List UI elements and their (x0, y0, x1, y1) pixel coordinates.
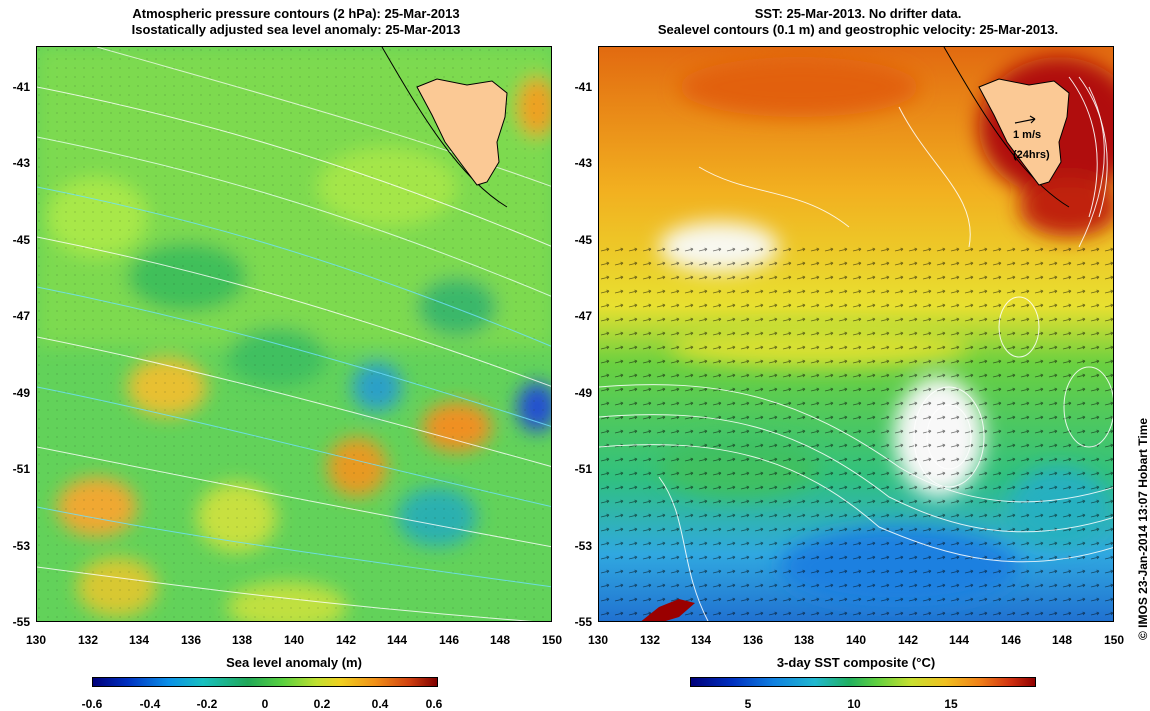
x-tick: 140 (845, 633, 867, 647)
x-tick: 150 (1103, 633, 1125, 647)
y-tick: -53 (574, 539, 592, 553)
colorbar-tick: 0.2 (313, 697, 331, 711)
x-tick: 130 (587, 633, 609, 647)
y-tick: -47 (574, 309, 592, 323)
x-tick: 138 (793, 633, 815, 647)
y-tick: -43 (12, 156, 30, 170)
tasmania-landmass (978, 78, 1070, 186)
colorbar-tick: -0.6 (81, 697, 103, 711)
sea-level-colorbar (92, 677, 438, 687)
x-tick: 138 (231, 633, 253, 647)
y-tick: -55 (12, 615, 30, 629)
y-tick: -47 (12, 309, 30, 323)
right-colorbar-label: 3-day SST composite (°C) (776, 655, 936, 670)
x-tick: 134 (690, 633, 712, 647)
warm-patch (641, 599, 695, 621)
x-tick: 150 (541, 633, 563, 647)
left-title-line1: Atmospheric pressure contours (2 hPa): 2… (132, 6, 460, 21)
y-tick: -49 (574, 386, 592, 400)
left-colorbar-label: Sea level anomaly (m) (226, 655, 362, 670)
colorbar-tick: -0.2 (196, 697, 218, 711)
sst-field (599, 47, 1113, 621)
x-tick: 136 (180, 633, 202, 647)
sea-level-anomaly-map (36, 46, 552, 622)
colorbar-tick: -0.4 (139, 697, 161, 711)
sst-map: 1 m/s (24hrs) (598, 46, 1114, 622)
velocity-scale-sub: (24hrs) (1013, 149, 1050, 161)
x-tick: 144 (386, 633, 408, 647)
credit-text: © IMOS 23-Jan-2014 13:07 Hobart Time (1136, 417, 1150, 640)
left-title: Atmospheric pressure contours (2 hPa): 2… (36, 6, 556, 38)
colorbar-tick: 0.4 (371, 697, 389, 711)
x-tick: 146 (1000, 633, 1022, 647)
pressure-contours (37, 47, 551, 621)
colorbar-tick: 10 (847, 697, 861, 711)
x-tick: 142 (335, 633, 357, 647)
isobath-line (943, 47, 1070, 208)
colorbar-tick: 0.6 (425, 697, 443, 711)
right-title-line1: SST: 25-Mar-2013. No drifter data. (754, 6, 962, 21)
y-tick: -51 (12, 462, 30, 476)
tasmania-landmass (416, 78, 508, 186)
sst-colorbar (690, 677, 1036, 687)
right-title-line2: Sealevel contours (0.1 m) and geostrophi… (657, 22, 1059, 37)
y-tick: -51 (574, 462, 592, 476)
sealevel-contours (599, 86, 1113, 621)
y-tick: -49 (12, 386, 30, 400)
x-tick: 132 (639, 633, 661, 647)
colorbar-tick: 5 (744, 697, 752, 711)
x-tick: 136 (742, 633, 764, 647)
velocity-scale-arrow (1014, 118, 1036, 124)
colorbar-tick: 15 (944, 697, 958, 711)
right-title: SST: 25-Mar-2013. No drifter data. Seale… (598, 6, 1118, 38)
y-tick: -41 (12, 80, 30, 94)
left-title-line2: Isostatically adjusted sea level anomaly… (131, 22, 461, 37)
y-tick: -41 (574, 80, 592, 94)
x-tick: 148 (489, 633, 511, 647)
x-tick: 130 (25, 633, 47, 647)
x-tick: 146 (438, 633, 460, 647)
y-tick: -55 (574, 615, 592, 629)
y-tick: -43 (574, 156, 592, 170)
x-tick: 142 (897, 633, 919, 647)
velocity-scale-label: 1 m/s (1013, 129, 1042, 141)
y-tick: -45 (574, 233, 592, 247)
isobath-line (381, 47, 508, 208)
y-tick: -45 (12, 233, 30, 247)
y-tick: -53 (12, 539, 30, 553)
x-tick: 144 (948, 633, 970, 647)
colorbar-tick: 0 (261, 697, 269, 711)
x-tick: 140 (283, 633, 305, 647)
sea-level-anomaly-field (37, 47, 551, 621)
x-tick: 134 (128, 633, 150, 647)
x-tick: 132 (77, 633, 99, 647)
x-tick: 148 (1051, 633, 1073, 647)
